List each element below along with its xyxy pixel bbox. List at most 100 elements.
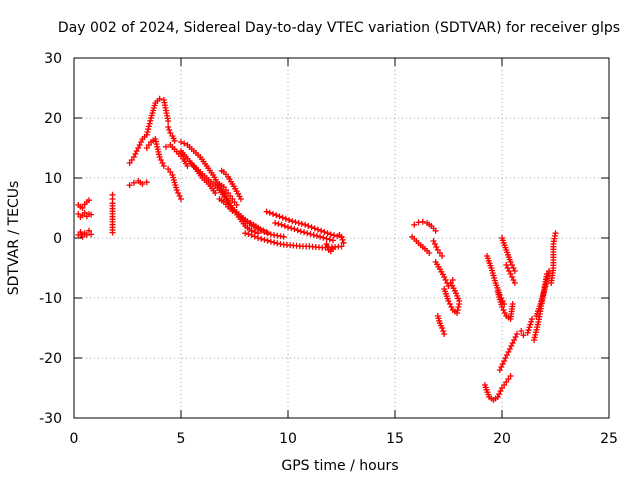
series-arc-8-3	[237, 214, 270, 235]
series-arc-big-peak	[126, 95, 172, 166]
data-point-interp	[275, 220, 282, 227]
data-point	[439, 325, 446, 331]
data-point-interp	[446, 301, 453, 307]
x-tick-label: 20	[493, 431, 511, 447]
data-point	[524, 329, 531, 336]
data-point-interp	[506, 268, 513, 274]
data-point	[291, 226, 298, 232]
data-point	[441, 331, 448, 337]
series-arc-9.5-2	[272, 220, 336, 244]
data-point	[156, 95, 163, 102]
data-point	[109, 229, 116, 236]
data-point	[171, 137, 178, 144]
data-point-interp	[496, 391, 503, 397]
data-point	[263, 208, 270, 215]
data-marks	[75, 95, 559, 403]
data-point-interp	[318, 227, 325, 234]
data-point	[432, 227, 439, 234]
data-point	[135, 145, 142, 151]
series-arc-7-9	[216, 181, 240, 208]
series-arc-21.8-low	[533, 268, 553, 319]
data-point	[439, 253, 446, 259]
data-point-interp	[273, 212, 280, 219]
data-point-interp	[311, 225, 318, 232]
data-point	[329, 237, 336, 244]
data-point	[314, 226, 321, 233]
data-point	[280, 233, 287, 240]
data-point	[518, 328, 525, 334]
data-point-interp	[508, 262, 515, 268]
data-point	[528, 316, 535, 322]
data-point-interp	[258, 235, 265, 242]
data-point-interp	[271, 239, 278, 246]
data-point	[507, 271, 514, 277]
data-point	[552, 230, 559, 237]
chart-title: Day 002 of 2024, Sidereal Day-to-day VTE…	[58, 20, 620, 36]
data-point-interp	[512, 334, 519, 340]
data-point	[143, 179, 150, 186]
series-arc-22.4	[548, 230, 559, 286]
x-tick-label: 15	[386, 431, 404, 447]
data-point-interp	[145, 126, 152, 133]
data-point	[178, 139, 184, 145]
data-point	[184, 163, 191, 169]
data-point-interp	[146, 120, 153, 127]
series-arc-7-6	[216, 196, 236, 214]
series-arc-16-0	[409, 233, 433, 256]
data-point	[212, 190, 219, 196]
data-point-interp	[301, 229, 308, 236]
data-point-interp	[145, 123, 152, 130]
data-point	[126, 182, 133, 189]
series-arc-main-desc-b	[178, 148, 287, 240]
data-point	[285, 224, 291, 231]
data-point	[229, 208, 236, 214]
series-points-1.8	[109, 191, 116, 236]
series-arc-2.6-9	[126, 178, 150, 189]
data-point	[261, 236, 268, 243]
x-tick-label: 5	[177, 431, 186, 447]
data-point	[88, 211, 95, 218]
series-arc-early-a	[75, 197, 92, 211]
data-point	[255, 235, 262, 241]
data-point	[139, 181, 146, 187]
x-tick-label: 10	[279, 431, 297, 447]
data-point-interp	[313, 232, 320, 239]
data-point-interp	[455, 304, 462, 310]
data-point	[282, 215, 289, 222]
x-tick-label: 25	[600, 431, 618, 447]
data-point-interp	[324, 244, 331, 250]
data-point-interp	[294, 227, 301, 234]
data-point-interp	[499, 361, 506, 367]
y-tick-label: 0	[53, 231, 62, 247]
data-point	[257, 226, 264, 232]
data-point	[248, 232, 255, 238]
data-point	[244, 218, 251, 225]
data-point	[520, 332, 527, 339]
data-point	[297, 228, 304, 235]
y-tick-label: 30	[44, 51, 62, 67]
data-point	[278, 221, 285, 228]
data-point-interp	[320, 234, 327, 241]
data-point	[178, 196, 184, 202]
data-point-interp	[431, 241, 438, 247]
data-point	[270, 211, 277, 217]
data-point-interp	[454, 307, 461, 313]
data-point-interp	[251, 233, 258, 240]
data-point-interp	[305, 223, 312, 229]
data-point-interp	[245, 231, 252, 238]
data-point-interp	[176, 193, 183, 199]
data-point	[233, 202, 240, 208]
data-point	[163, 143, 170, 150]
data-point-interp	[144, 129, 151, 135]
data-point	[419, 218, 426, 225]
data-point	[289, 218, 296, 225]
y-tick-label: -20	[39, 351, 62, 367]
data-point-interp	[448, 304, 455, 310]
data-point	[267, 238, 274, 245]
data-point-interp	[504, 265, 511, 271]
data-point-interp	[440, 328, 447, 334]
data-point	[503, 262, 510, 268]
data-point	[165, 118, 172, 124]
data-point	[509, 301, 516, 307]
data-point	[505, 349, 512, 355]
